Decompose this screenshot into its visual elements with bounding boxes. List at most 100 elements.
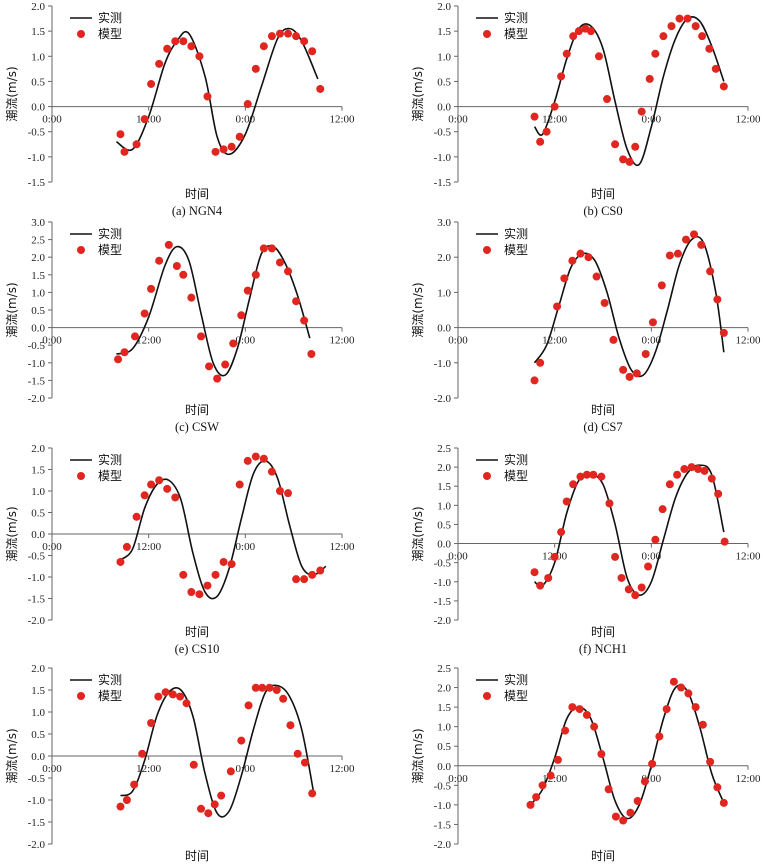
model-data-point [713,783,722,792]
x-tick-label: 0:00 [42,763,62,775]
model-data-point [203,581,212,590]
x-tick-label: 12:00 [329,114,355,126]
x-tick-label: 0:00 [642,551,662,563]
model-data-point [568,703,577,712]
model-data-point [684,689,693,698]
y-tick-label: 1.0 [31,287,45,299]
model-data-point [316,84,325,93]
model-data-point [168,690,177,699]
x-tick-label: 12:00 [136,541,162,553]
model-data-point [279,694,288,703]
y-tick-label: -0.5 [434,780,452,792]
model-data-point [243,100,252,109]
x-axis-title: 时间 [591,849,615,863]
model-data-point [154,692,163,701]
model-data-point [272,686,281,694]
model-data-point [140,491,149,500]
model-data-point [557,72,566,81]
model-data-point [259,42,268,51]
x-tick-label: 12:00 [735,551,761,563]
legend-label-model: 模型 [504,469,528,483]
model-data-point [544,573,553,582]
model-data-point [219,557,228,566]
model-data-point [698,720,707,729]
model-data-point [536,358,545,367]
y-tick-label: 0.0 [31,102,45,114]
y-axis-title: 潮流(m/s) [410,66,425,121]
model-data-point [284,267,293,276]
legend-label-observed: 实测 [504,672,528,687]
model-data-point [604,785,613,794]
model-data-point [259,244,268,253]
legend-label-observed: 实测 [98,10,122,25]
model-data-point [651,49,660,58]
legend-marker-swatch [77,472,85,480]
y-tick-label: 0.0 [31,529,45,541]
model-data-point [161,688,170,697]
model-data-point [582,710,591,719]
model-data-point [237,311,246,320]
y-tick-label: 2.0 [31,663,45,675]
legend-label-model: 模型 [98,27,122,41]
panel-caption: (c) CSW [175,420,219,434]
y-tick-label: 2.5 [437,443,451,455]
model-data-point [711,64,720,73]
model-data-point [251,270,260,279]
x-axis-title: 时间 [591,625,615,639]
model-data-point [122,542,131,551]
model-data-point [251,452,260,461]
y-tick-label: 1.0 [437,287,451,299]
y-tick-label: -0.5 [28,773,46,785]
legend-marker-swatch [77,246,85,254]
model-data-point [562,497,571,506]
model-data-point [667,22,676,31]
observed-series-line [533,235,725,378]
legend-label-model: 模型 [98,689,122,703]
y-tick-label: 0.5 [437,76,451,88]
model-data-point [705,44,714,53]
model-data-point [308,570,317,579]
model-data-point [536,581,545,590]
model-data-point [553,302,562,311]
model-data-point [658,505,667,514]
model-data-point [576,249,585,258]
model-data-point [673,249,682,258]
model-data-point [176,692,185,701]
model-data-point [691,703,700,712]
y-tick-label: -1.5 [434,596,452,608]
legend-label-model: 模型 [504,689,528,703]
y-tick-label: 0.5 [31,76,45,88]
y-tick-label: -2.0 [434,615,452,627]
legend-label-observed: 实测 [504,226,528,241]
model-data-point [217,791,226,800]
model-data-point [116,557,125,566]
legend-label-observed: 实测 [98,226,122,241]
model-data-point [292,575,301,584]
model-data-point [308,789,317,798]
legend-marker-swatch [483,30,491,38]
y-tick-label: 1.0 [437,51,451,63]
model-data-point [300,575,309,584]
x-axis-title: 时间 [591,403,615,417]
model-data-point [631,591,640,600]
x-axis-title: 时间 [591,187,615,201]
model-data-point [308,47,317,56]
legend-label-model: 模型 [504,243,528,257]
y-tick-label: -1.5 [28,375,46,387]
model-data-point [211,570,220,579]
y-tick-label: 1.5 [437,702,451,714]
legend-label-model: 模型 [504,27,528,41]
observed-series-line [116,244,311,377]
y-tick-label: -1.0 [28,152,46,164]
y-tick-label: -0.5 [28,340,46,352]
y-tick-label: 0.5 [31,729,45,741]
model-data-point [140,115,149,124]
model-data-point [243,286,252,295]
model-data-point [179,270,188,279]
legend-marker-swatch [483,246,491,254]
model-data-point [116,802,125,811]
model-data-point [205,362,214,371]
x-tick-label: 0:00 [448,551,468,563]
y-tick-label: -1.5 [434,819,452,831]
model-data-point [164,240,173,249]
